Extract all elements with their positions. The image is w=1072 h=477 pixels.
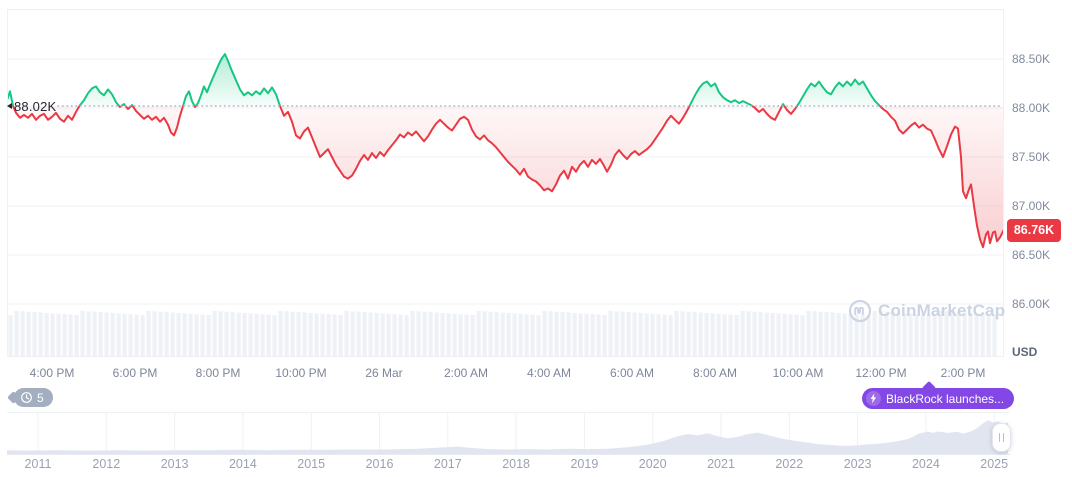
timeline-year-label: 2019 [570,457,599,471]
timeline-year-label: 2016 [365,457,394,471]
x-axis-label: 2:00 AM [443,366,489,380]
x-axis-label: 8:00 PM [195,366,241,380]
minimap-canvas[interactable] [7,413,1010,454]
y-axis-label: 86.50K [1012,248,1051,262]
timeline-year-label: 2022 [775,457,804,471]
x-axis: 4:00 PM 6:00 PM 8:00 PM 10:00 PM 26 Mar 2:00 … [0,366,1072,382]
x-axis-label: 4:00 AM [526,366,572,380]
lightning-bolt-icon [866,391,881,406]
timeline-year-label: 2020 [638,457,667,471]
range-handle[interactable] [992,423,1011,452]
x-axis-label: 26 Mar [365,366,403,380]
open-price-label: 88.02K [14,99,57,114]
timeline-minimap[interactable] [7,412,1010,455]
x-axis-label: 6:00 AM [609,366,655,380]
timeline-years: 2011 2012 2013 2014 2015 2016 2017 2018 2019 2020… [0,457,1072,473]
timeline-year-label: 2013 [160,457,189,471]
history-badge[interactable]: 5 [14,388,53,407]
y-axis-label: 86.00K [1012,297,1051,311]
timeline-year-label: 2014 [228,457,257,471]
timeline-year-label: 2021 [707,457,735,471]
timeline-year-label: 2023 [843,457,872,471]
history-clock-icon [21,392,32,403]
timeline-year-label: 2011 [24,457,52,471]
y-axis-unit-label: USD [1012,345,1038,359]
x-axis-label: 8:00 AM [692,366,738,380]
x-axis-label: 6:00 PM [112,366,158,380]
history-count: 5 [37,390,44,405]
timeline-year-label: 2017 [433,457,462,471]
open-price-axis-marker-icon [7,103,12,109]
x-axis-label: 2:00 PM [940,366,986,380]
timeline-year-label: 2015 [297,457,326,471]
timeline-year-label: 2012 [92,457,121,471]
watermark-text: CoinMarketCap [878,301,1006,320]
y-axis-label: 87.50K [1012,150,1051,164]
annotation-label: BlackRock launches... [886,391,1005,406]
coinmarketcap-watermark: CoinMarketCap [848,299,1005,323]
current-price-badge: 86.76K [1007,219,1061,242]
news-annotation-badge[interactable]: BlackRock launches... [862,388,1015,409]
timeline-year-label: 2018 [502,457,530,471]
y-axis-label: 87.00K [1012,199,1051,213]
y-axis-label: 88.00K [1012,101,1051,115]
x-axis-label: 4:00 PM [29,366,75,380]
timeline-year-label: 2024 [911,457,940,471]
y-axis-label: 88.50K [1012,52,1051,66]
x-axis-label: 10:00 PM [275,366,327,380]
coinmarketcap-logo-icon [848,299,872,323]
x-axis-label: 10:00 AM [772,366,824,380]
timeline-year-label: 2025 [980,457,1009,471]
x-axis-label: 12:00 PM [855,366,907,380]
